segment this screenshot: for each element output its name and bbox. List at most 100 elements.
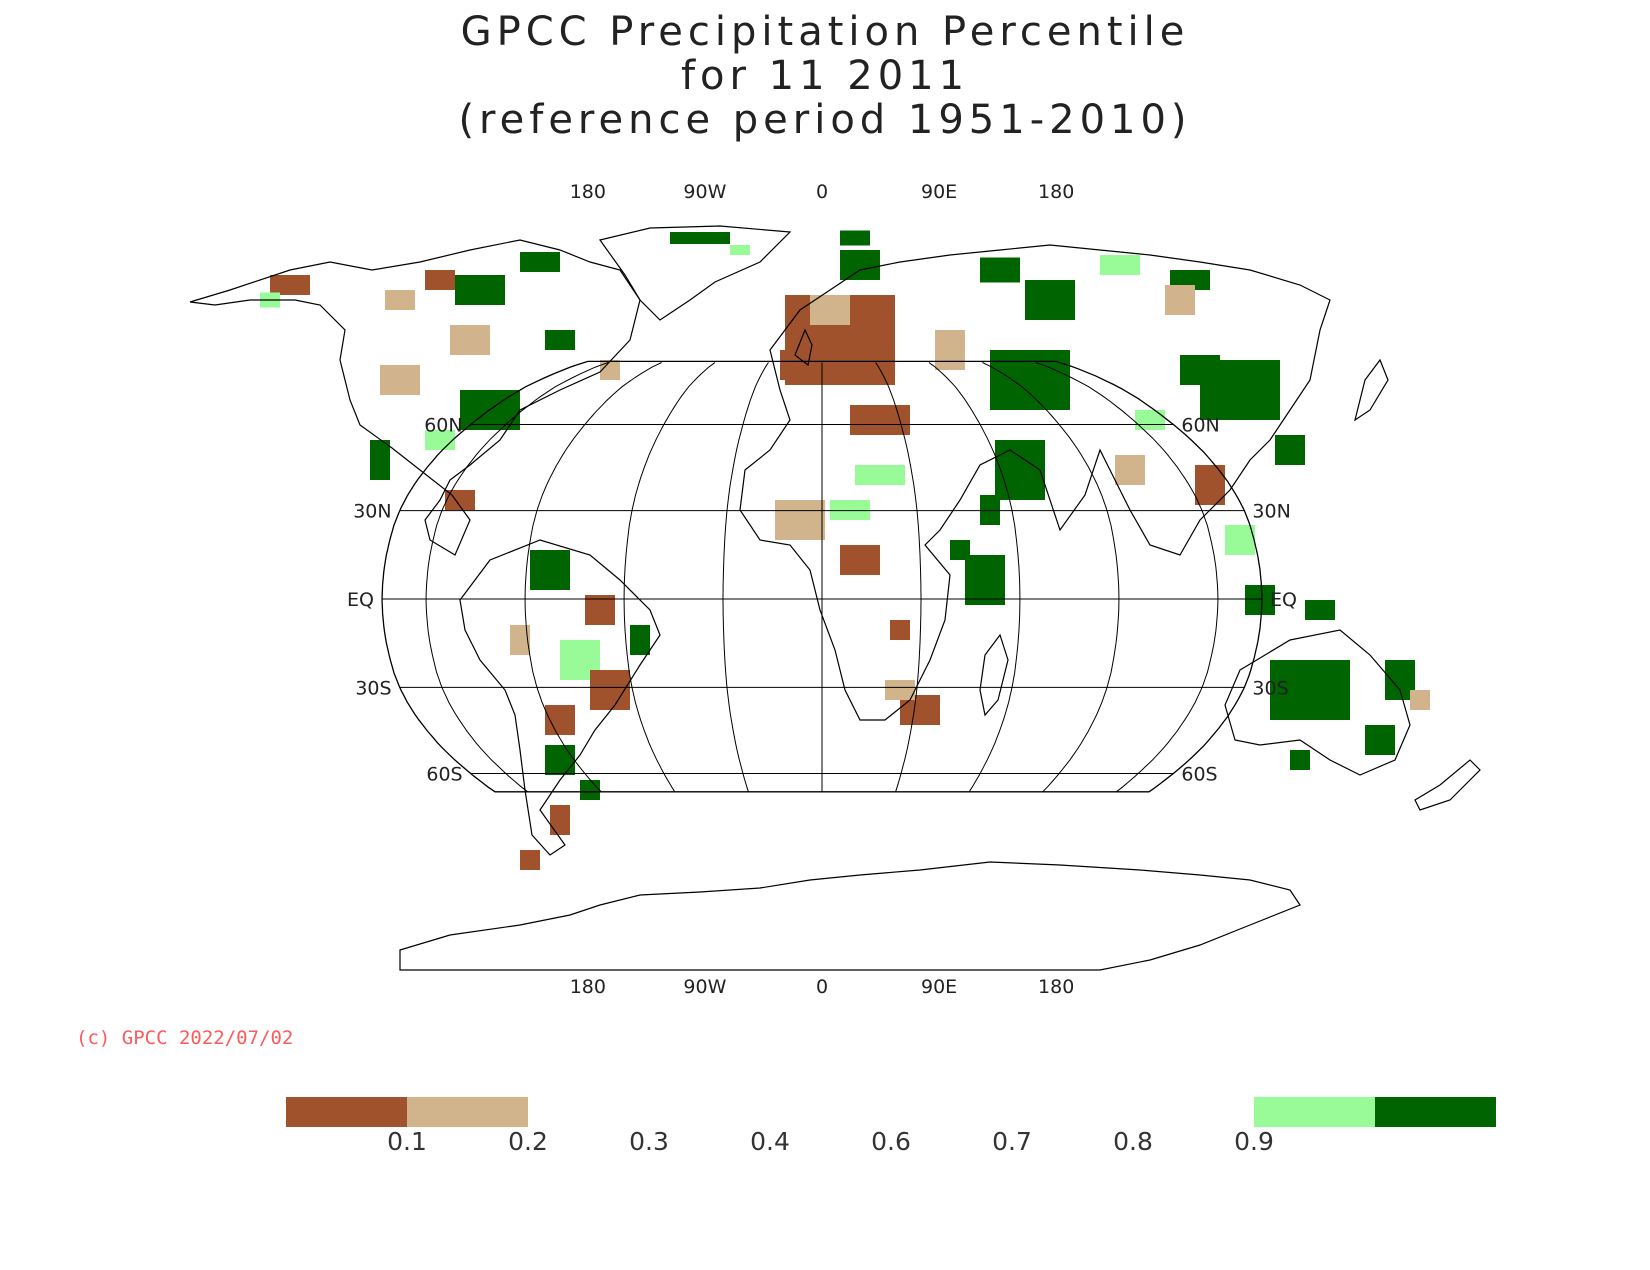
precip-patch — [510, 625, 530, 655]
colorbar-tick-label: 0.9 — [1234, 1127, 1274, 1156]
precip-patch — [840, 250, 880, 280]
precip-patch — [950, 540, 970, 560]
precip-patch — [935, 330, 965, 370]
coastline-greenland — [598, 225, 792, 321]
lon-label-top: 90W — [683, 181, 726, 203]
precip-patch — [1180, 355, 1220, 385]
lon-label-top: 90E — [921, 181, 957, 203]
map-title-line-1: GPCC Precipitation Percentile — [460, 9, 1190, 55]
meridian-line — [1035, 362, 1219, 793]
lat-label-left: 60N — [424, 414, 462, 436]
coastline-new-zealand — [1414, 759, 1481, 811]
meridian-line — [875, 362, 922, 792]
colorbar-tick-label: 0.2 — [508, 1127, 548, 1156]
precip-patch — [550, 805, 570, 835]
precip-patch — [545, 745, 575, 775]
coastline-north-america — [189, 239, 641, 556]
lon-label-bottom: 180 — [570, 976, 606, 998]
coastline-south-america — [459, 539, 661, 856]
precip-patch — [965, 555, 1005, 605]
precip-patch — [1245, 585, 1275, 615]
map-outline — [381, 360, 1263, 793]
precip-patch — [1115, 455, 1145, 485]
lat-label-right: 30S — [1252, 677, 1288, 699]
lat-label-right: 60S — [1181, 764, 1217, 786]
precip-patch — [455, 275, 505, 305]
precip-patch — [1290, 750, 1310, 770]
precip-patch — [1365, 725, 1395, 755]
precipitation-patches — [260, 230, 1430, 870]
lon-label-top: 180 — [570, 181, 606, 203]
precip-patch — [980, 257, 1020, 283]
precip-patch — [1305, 600, 1335, 620]
colorbar-swatch — [1375, 1097, 1496, 1127]
lat-label-left: 60S — [426, 764, 462, 786]
precip-patch — [775, 500, 825, 540]
colorbar-tick-label: 0.4 — [750, 1127, 790, 1156]
precip-patch — [1410, 690, 1430, 710]
precip-patch — [840, 545, 880, 575]
precip-patch — [425, 270, 455, 290]
precip-patch — [520, 850, 540, 870]
precip-patch — [600, 360, 620, 380]
coastlines — [189, 225, 1481, 971]
lat-label-left: EQ — [347, 589, 374, 611]
map-title-line-2: for 11 2011 — [680, 53, 970, 99]
precip-patch — [1270, 660, 1350, 720]
precip-patch — [670, 232, 730, 244]
precip-patch — [590, 670, 630, 710]
precip-patch — [380, 365, 420, 395]
lon-label-bottom: 90E — [921, 976, 957, 998]
colorbar-tick-label: 0.6 — [871, 1127, 911, 1156]
map-title-line-3: (reference period 1951-2010) — [458, 97, 1192, 143]
precip-patch — [830, 500, 870, 520]
coastline-australia — [1224, 629, 1411, 776]
lon-label-bottom: 180 — [1038, 976, 1074, 998]
meridian-line — [425, 362, 609, 793]
colorbar-swatch — [286, 1097, 407, 1127]
graticule — [382, 362, 1262, 793]
colorbar-swatch — [1254, 1097, 1375, 1127]
colorbar-tick-label: 0.7 — [992, 1127, 1032, 1156]
lat-label-right: EQ — [1270, 589, 1297, 611]
lat-label-right: 30N — [1252, 501, 1290, 523]
coastline-japan — [1354, 358, 1389, 422]
colorbar-tick-label: 0.1 — [387, 1127, 427, 1156]
precip-patch — [370, 440, 390, 480]
precip-patch — [890, 620, 910, 640]
precip-patch — [450, 325, 490, 355]
precip-patch — [1225, 525, 1255, 555]
precip-patch — [545, 330, 575, 350]
lon-label-bottom: 0 — [816, 976, 828, 998]
precip-patch — [270, 275, 310, 295]
precip-patch — [855, 465, 905, 485]
precip-patch — [630, 625, 650, 655]
coastline-antarctica — [399, 861, 1301, 971]
precip-patch — [580, 780, 600, 800]
lon-label-bottom: 90W — [683, 976, 726, 998]
lat-label-left: 30S — [355, 677, 391, 699]
precip-patch — [385, 290, 415, 310]
precip-patch — [520, 252, 560, 272]
meridian-line — [928, 362, 1021, 793]
precip-patch — [840, 230, 870, 246]
precip-patch — [530, 550, 570, 590]
lat-label-right: 60N — [1181, 414, 1219, 436]
precip-patch — [1165, 285, 1195, 315]
precip-patch — [585, 595, 615, 625]
precip-patch — [810, 295, 850, 325]
colorbar-tick-label: 0.8 — [1113, 1127, 1153, 1156]
precip-patch — [730, 245, 750, 255]
meridian-line — [722, 362, 769, 792]
precip-patch — [990, 350, 1070, 410]
lat-label-left: 30N — [353, 501, 391, 523]
coastline-eurasia-africa — [739, 244, 1331, 721]
precip-patch — [1100, 255, 1140, 275]
copyright-text: (c) GPCC 2022/07/02 — [76, 1027, 294, 1049]
meridian-line — [982, 362, 1120, 793]
precip-patch — [850, 405, 910, 435]
precip-patch — [1135, 410, 1165, 430]
precip-patch — [1275, 435, 1305, 465]
meridian-line — [524, 362, 662, 793]
